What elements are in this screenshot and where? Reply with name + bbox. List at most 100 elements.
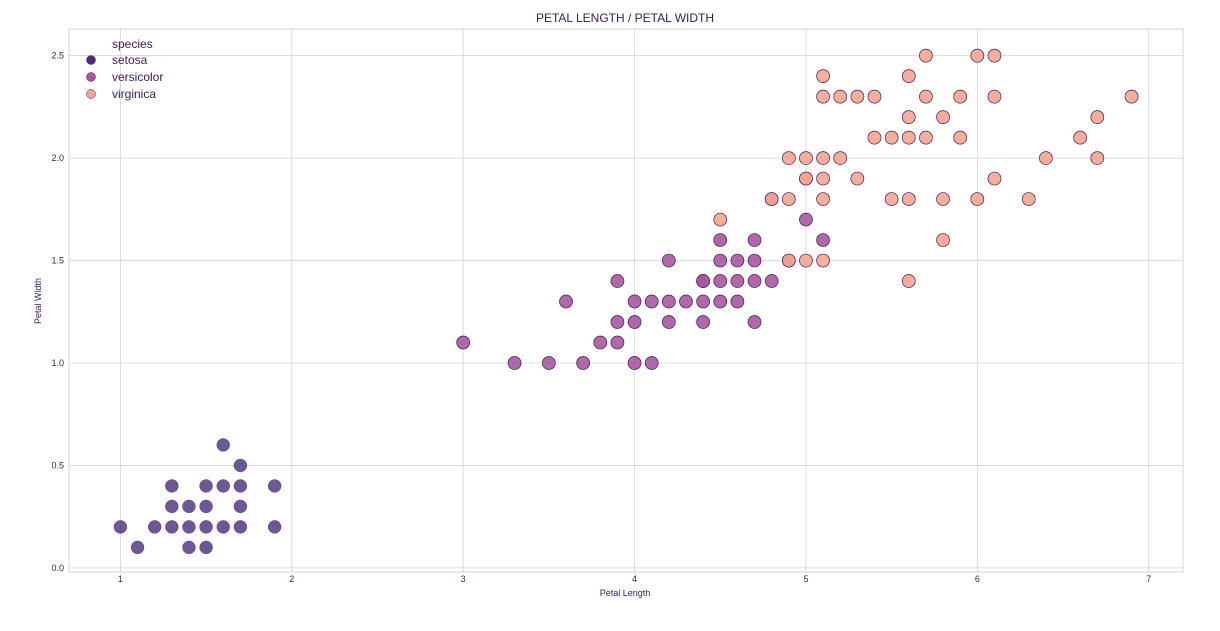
point-virginica [936,192,950,206]
plot-frame [68,28,1184,573]
point-virginica [919,48,933,63]
point-setosa [268,520,282,534]
data-points [113,48,1139,555]
point-setosa [233,499,248,514]
x-tick-label: 6 [975,574,980,584]
point-virginica [816,253,830,268]
point-versicolor [661,315,676,329]
point-versicolor [747,253,762,268]
point-setosa [216,479,230,493]
y-tick-label: 1.5 [51,256,64,266]
point-setosa [148,520,162,534]
point-virginica [901,192,916,206]
point-virginica [799,151,813,165]
point-virginica [901,110,916,124]
point-virginica [816,89,830,104]
point-virginica [816,69,830,83]
point-virginica [799,171,813,186]
point-virginica [987,48,1002,63]
point-versicolor [627,294,642,309]
point-virginica [901,69,916,83]
y-tick-label: 1.0 [51,358,64,368]
y-tick-label: 0.5 [51,460,64,470]
point-virginica [781,151,796,165]
point-versicolor [713,294,728,309]
point-virginica [884,130,899,145]
legend-label-versicolor: versicolor [112,70,163,84]
point-virginica [919,89,933,104]
point-setosa [199,499,213,514]
point-versicolor [747,233,762,247]
point-virginica [1124,89,1139,104]
legend-marker-virginica [86,89,96,99]
point-virginica [1039,151,1053,165]
point-virginica [781,192,796,206]
point-virginica [1090,151,1105,165]
point-versicolor [644,356,659,370]
point-virginica [936,233,950,247]
point-virginica [816,192,830,206]
point-virginica [919,130,933,145]
point-versicolor [661,294,676,309]
point-setosa [130,540,145,555]
point-versicolor [661,253,676,268]
point-versicolor [559,294,573,309]
legend: species setosa versicolor virginica [86,37,163,101]
point-virginica [884,192,899,206]
point-setosa [268,479,282,493]
point-setosa [233,479,248,493]
x-tick-label: 7 [1146,574,1151,584]
point-versicolor [542,356,556,370]
x-tick-label: 3 [461,574,466,584]
point-virginica [833,151,848,165]
y-axis-label: Petal Width [33,278,43,324]
point-virginica [970,48,985,63]
point-setosa [199,540,213,555]
point-virginica [867,130,882,145]
legend-marker-setosa [86,55,96,65]
point-virginica [987,89,1002,104]
point-versicolor [679,294,693,309]
point-virginica [953,89,968,104]
x-tick-label: 5 [803,574,808,584]
y-tick-label: 2.0 [51,153,64,163]
legend-label-setosa: setosa [112,53,148,67]
point-versicolor [730,253,745,268]
point-versicolor [730,274,745,288]
point-versicolor [696,274,710,288]
y-tick-label: 2.5 [51,51,64,61]
point-virginica [970,192,985,206]
point-setosa [165,520,179,534]
x-axis-label: Petal Length [600,588,651,598]
point-virginica [833,89,848,104]
point-versicolor [816,233,830,247]
point-versicolor [747,315,762,329]
point-setosa [233,520,248,534]
point-setosa [182,520,196,534]
point-virginica [1021,192,1036,206]
point-virginica [850,171,865,186]
legend-title: species [112,37,153,51]
point-virginica [1090,110,1105,124]
point-setosa [165,499,179,514]
point-virginica [781,253,796,268]
point-versicolor [610,315,625,329]
point-virginica [799,253,813,268]
point-virginica [764,192,779,206]
point-virginica [953,130,968,145]
legend-marker-versicolor [86,72,96,82]
x-tick-label: 4 [632,574,637,584]
point-virginica [1073,130,1088,145]
point-virginica [901,130,916,145]
point-versicolor [713,253,728,268]
point-setosa [182,499,196,514]
point-setosa [165,479,179,493]
point-virginica [816,151,830,165]
point-versicolor [456,335,471,350]
point-versicolor [627,315,642,329]
point-versicolor [644,294,659,309]
legend-label-virginica: virginica [112,87,156,101]
point-versicolor [713,233,728,247]
point-versicolor [696,294,710,309]
